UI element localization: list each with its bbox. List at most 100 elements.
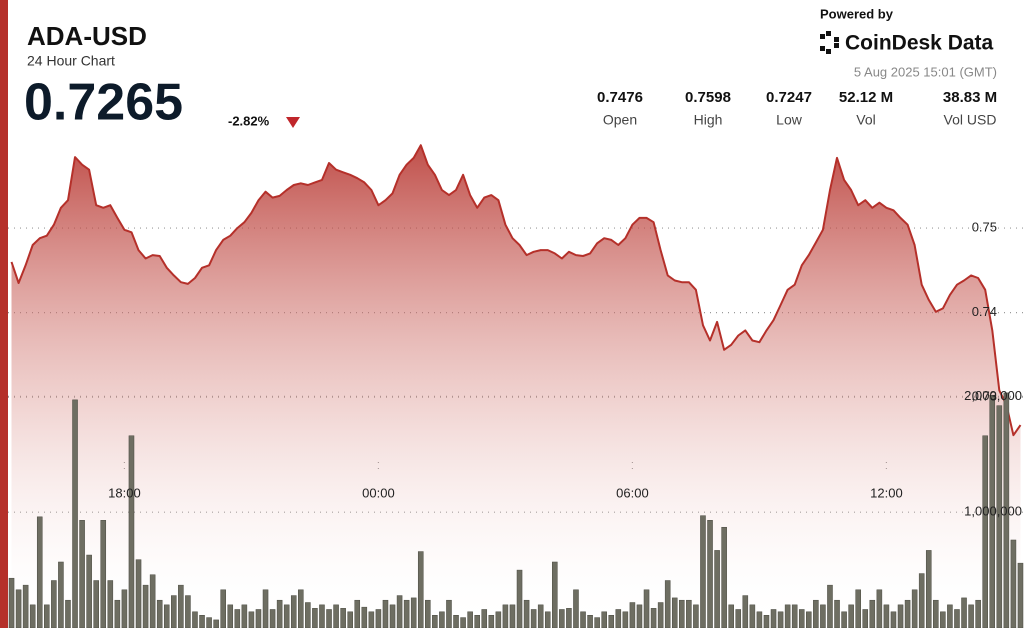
accent-bar xyxy=(0,0,8,628)
volume-bar xyxy=(156,599,163,628)
volume-bar xyxy=(784,604,791,628)
volume-bar xyxy=(989,394,996,628)
volume-bar xyxy=(537,604,544,628)
volume-bar xyxy=(763,615,770,628)
volume-bar xyxy=(601,611,607,628)
volume-bar xyxy=(410,597,417,628)
x-tick-label: 00:00 xyxy=(362,485,395,500)
volume-bar xyxy=(403,599,410,628)
volume-bar xyxy=(446,599,452,628)
volume-bar xyxy=(770,609,777,628)
volume-bar xyxy=(657,602,664,628)
volume-bar xyxy=(707,520,713,628)
volume-bar xyxy=(798,609,805,628)
volume-bar xyxy=(615,609,622,628)
volume-bar xyxy=(8,577,15,628)
volume-bar xyxy=(502,604,509,628)
brand-logo xyxy=(820,31,839,54)
volume-bar xyxy=(234,609,241,628)
series-layer xyxy=(8,144,1024,628)
volume-bar xyxy=(100,520,107,628)
volume-bar xyxy=(36,516,43,628)
volume-bar xyxy=(326,609,332,628)
volume-bar xyxy=(925,550,932,628)
volume-bar xyxy=(735,609,742,628)
volume-bar xyxy=(664,580,671,628)
volume-bar xyxy=(107,580,114,628)
volume-bar xyxy=(890,611,897,628)
current-price: 0.7265 xyxy=(24,74,183,132)
volume-bar xyxy=(375,609,382,628)
volume-bar xyxy=(206,617,212,628)
volume-bar xyxy=(72,399,78,628)
volume-bar xyxy=(171,595,177,628)
powered-by: Powered by xyxy=(820,6,894,21)
volume-bar xyxy=(968,604,974,628)
volume-bar xyxy=(834,599,840,628)
volume-bar xyxy=(340,608,346,628)
volume-bar xyxy=(128,435,135,628)
volume-bar xyxy=(382,599,389,628)
volume-bar xyxy=(121,589,128,628)
volume-bar xyxy=(15,589,22,628)
volume-bar xyxy=(954,609,960,628)
stat-value: 38.83 M xyxy=(943,89,997,106)
volume-bar xyxy=(396,595,403,628)
volume-bar xyxy=(566,608,572,628)
volume-bar xyxy=(467,611,473,628)
stat-label: High xyxy=(694,112,723,128)
y2-tick-label: 2,000,000 xyxy=(964,388,1022,403)
volume-bar xyxy=(982,435,988,628)
volume-bar xyxy=(629,602,636,628)
volume-bar xyxy=(742,595,749,628)
volume-bar xyxy=(876,589,883,628)
volume-bar xyxy=(791,604,798,628)
volume-bar xyxy=(354,599,361,628)
volume-bar xyxy=(862,609,869,628)
x-tick-label: 18:00 xyxy=(108,485,141,500)
volume-bar xyxy=(650,608,657,628)
volume-bar xyxy=(643,589,650,628)
volume-bar xyxy=(319,604,325,628)
volume-bar xyxy=(693,604,699,628)
volume-bar xyxy=(312,608,318,628)
volume-bar xyxy=(347,611,353,628)
volume-bar xyxy=(975,599,981,628)
volume-bar xyxy=(855,589,861,628)
volume-bar xyxy=(940,611,946,628)
volume-bar xyxy=(333,604,339,628)
price-line xyxy=(10,144,1022,437)
volume-bar xyxy=(523,599,530,628)
volume-bar xyxy=(530,609,537,628)
ticker-title: ADA-USD xyxy=(27,21,147,51)
volume-bar xyxy=(721,526,727,628)
volume-bar xyxy=(714,550,720,628)
volume-bar xyxy=(636,604,643,628)
volume-bar xyxy=(389,604,396,628)
volume-bar xyxy=(594,617,600,628)
volume-bar xyxy=(255,609,262,628)
volume-bar xyxy=(163,604,170,628)
brand-name: CoinDesk Data xyxy=(845,32,994,55)
volume-bar xyxy=(996,405,1003,628)
volume-bar xyxy=(911,589,918,628)
price-change: -2.82% xyxy=(228,113,270,128)
down-arrow xyxy=(286,117,300,128)
stat-label: Vol xyxy=(856,112,875,128)
stat-value: 52.12 M xyxy=(839,89,893,106)
volume-bar xyxy=(241,604,248,628)
volume-bar xyxy=(1003,392,1010,628)
plot-area: 0.73 0.74 0.75 1,000,000 2,000,000 18:00 00:00… xyxy=(8,144,1024,628)
volume-bar xyxy=(361,606,368,628)
volume-bar xyxy=(897,604,904,628)
stat-label: Open xyxy=(603,112,637,128)
volume-bar xyxy=(439,611,445,628)
volume-bar xyxy=(622,611,629,628)
stat-value: 0.7476 xyxy=(597,89,643,106)
volume-bar xyxy=(933,599,939,628)
y2-tick-label: 1,000,000 xyxy=(964,504,1022,519)
volume-bar xyxy=(44,604,50,628)
volume-bar xyxy=(686,599,692,628)
